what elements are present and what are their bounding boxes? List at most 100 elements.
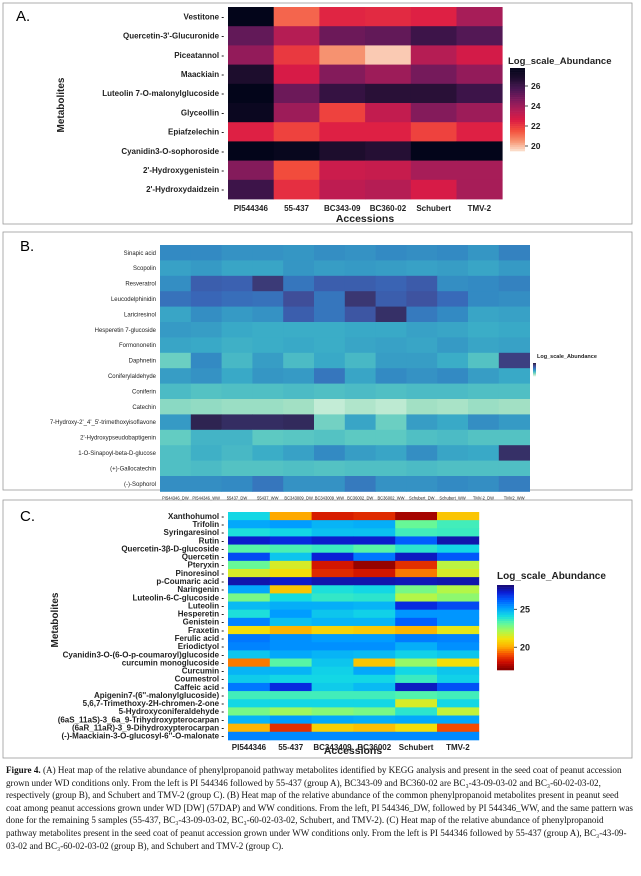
x-tick-label: 55-437 [278, 743, 303, 752]
colorbar-segment [497, 597, 514, 601]
y-tick-label: (+)-Gallocatechin [110, 466, 156, 472]
colorbar-segment [497, 616, 514, 620]
colorbar-segment [497, 595, 514, 599]
heatmap-cell [314, 476, 346, 492]
colorbar-segment [533, 372, 536, 373]
colorbar-segment [510, 113, 525, 117]
heatmap-cell [311, 544, 354, 554]
colorbar [533, 363, 536, 377]
y-tick-label: 1-O-Sinapoyl-beta-D-glucose [78, 451, 156, 457]
colorbar-segment [497, 638, 514, 641]
heatmap-cell [311, 699, 354, 708]
heatmap-cell [437, 593, 480, 602]
y-tick-label: Piceatannol - [174, 51, 224, 60]
heatmap-cell [314, 460, 346, 477]
x-tick-label: PI544346 [232, 743, 267, 752]
colorbar-segment [510, 92, 525, 96]
heatmap-cell [314, 306, 346, 323]
y-axis-title: Metabolites [50, 592, 61, 647]
heatmap-cell [410, 64, 457, 85]
heatmap-cell [353, 674, 396, 684]
heatmap-cell [410, 141, 457, 161]
y-tick-label: Resveratrol [125, 282, 156, 288]
heatmap-cell [269, 625, 312, 635]
heatmap-cell [353, 593, 396, 602]
heatmap-cell [311, 723, 354, 733]
heatmap-cell [160, 306, 192, 323]
heatmap-cell [311, 560, 354, 570]
heatmap-cell [269, 707, 312, 716]
heatmap-cell [190, 306, 222, 323]
heatmap-cell [273, 103, 320, 123]
heatmap-cell [160, 291, 192, 307]
heatmap-cell [353, 682, 396, 692]
heatmap-cell [228, 585, 271, 594]
heatmap-cell [283, 445, 315, 461]
heatmap-cell [375, 306, 407, 323]
panel-a: A. Vestitone - Quercetin-3'-Glucuronide -… [2, 2, 633, 225]
heatmap-cell [273, 141, 320, 161]
heatmap-cell [437, 275, 469, 292]
heatmap-cell [437, 260, 469, 277]
heatmap-cell [344, 476, 376, 492]
heatmap-cell [395, 512, 438, 521]
heatmap-cell [273, 64, 320, 85]
y-tick-label: Genistein - [183, 618, 225, 627]
heatmap-cells [160, 245, 530, 492]
heatmap-cell [375, 245, 407, 261]
heatmap-cell [456, 179, 503, 200]
heatmap-cell [252, 476, 284, 492]
heatmap-cell [228, 528, 271, 537]
colorbar-segment [497, 587, 514, 590]
colorbar-segment [533, 370, 536, 372]
colorbar-segment [510, 74, 525, 77]
heatmap-cell [406, 260, 438, 277]
heatmap-cell [468, 383, 500, 400]
colorbar-segment [510, 76, 525, 79]
heatmap-cell [437, 291, 469, 307]
heatmap-cell [395, 552, 438, 562]
y-tick-label: 7-Hydroxy-2'_4'_5'-trimethoxyisoflavone [50, 420, 157, 426]
colorbar-segment [497, 633, 514, 637]
colorbar-segment [533, 372, 536, 374]
y-tick-label: Pteryxin - [188, 561, 225, 570]
heatmap-cell [437, 625, 480, 635]
heatmap-cell [252, 337, 284, 354]
heatmap-cell [375, 383, 407, 400]
colorbar-segment [510, 84, 525, 87]
heatmap-cell [353, 568, 396, 578]
colorbar-segment [533, 368, 536, 370]
heatmap-cell [353, 625, 396, 635]
heatmap-cell [228, 552, 271, 562]
heatmap-cell [395, 658, 438, 668]
colorbar-segment [510, 126, 525, 129]
colorbar-segment [510, 130, 525, 133]
heatmap-cell [319, 103, 366, 123]
colorbar [510, 68, 528, 152]
heatmap-cell [283, 476, 315, 492]
colorbar-segment [497, 648, 514, 652]
heatmap-cell [228, 512, 271, 521]
y-tick-label: Cyanidin3-O-sophoroside - [121, 147, 224, 156]
heatmap-cell [252, 322, 284, 338]
heatmap-cell [283, 368, 315, 384]
heatmap-cell [221, 306, 253, 323]
y-tick-label: (6aR_11aR)-3_9-Dihydroxypterocarpan - [72, 724, 224, 733]
heatmap-cell [353, 520, 396, 529]
colorbar-segment [510, 148, 525, 152]
heatmap-cell [395, 723, 438, 733]
heatmap-cell [283, 383, 315, 400]
heatmap-cell [395, 691, 438, 700]
heatmap-cell [395, 674, 438, 684]
heatmap-cell [468, 306, 500, 323]
heatmap-cell [468, 476, 500, 492]
heatmap-cell [365, 179, 412, 200]
heatmap-cell [437, 674, 480, 684]
heatmap-cell [344, 429, 376, 446]
colorbar-segment [510, 97, 525, 100]
heatmap-cell [190, 429, 222, 446]
heatmap-cell [269, 593, 312, 602]
heatmap-cell [221, 414, 253, 431]
heatmap-cell [395, 609, 438, 619]
